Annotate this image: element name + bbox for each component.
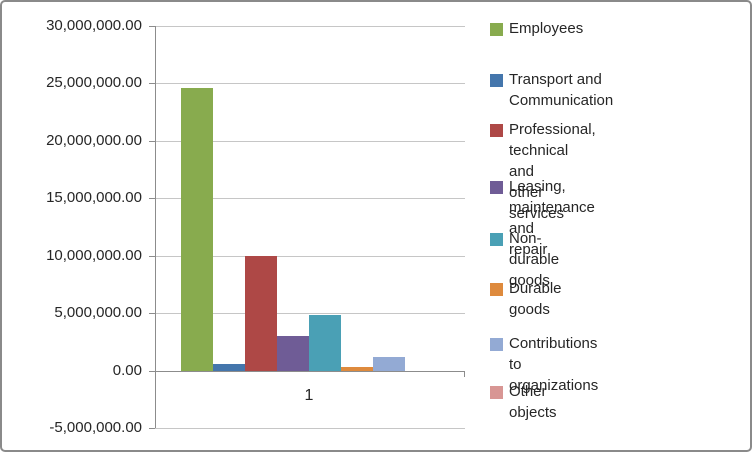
legend-item-durable-goods[interactable]: Durable goods xyxy=(490,278,562,320)
legend-label: Leasing, maintenance and repair xyxy=(509,178,595,258)
bar-professional-technical-and-other-services[interactable] xyxy=(245,255,277,371)
legend-label: Other objects xyxy=(509,383,557,421)
y-axis-tick-label: 20,000,000.00 xyxy=(46,131,142,149)
legend-item-employees[interactable]: Employees xyxy=(490,18,583,39)
legend-swatch-contributions-to-organizations xyxy=(490,338,503,351)
legend-item-contributions-to-organizations[interactable]: Contributions to organizations xyxy=(490,333,598,396)
category-axis-label: 1 xyxy=(304,387,314,404)
legend-item-transport-and-communication[interactable]: Transport and Communication xyxy=(490,69,613,111)
y-axis-tick xyxy=(149,26,155,27)
gridline-20000000 xyxy=(155,140,465,142)
y-axis-tick-label: -5,000,000.00 xyxy=(49,419,142,436)
legend-item-leasing-maintenance-and-repair[interactable]: Leasing, maintenance and repair xyxy=(490,176,595,260)
x-axis-line xyxy=(155,370,465,372)
gridline-10000000 xyxy=(155,255,465,257)
x-axis-tick xyxy=(155,370,156,377)
y-axis-tick xyxy=(149,83,155,85)
gridline-25000000 xyxy=(155,83,465,85)
y-axis-tick-label: 30,000,000.00 xyxy=(46,17,142,34)
y-axis-tick-label: 0.00 xyxy=(112,361,142,379)
y-axis-tick-label: 10,000,000.00 xyxy=(46,246,142,264)
legend-item-non-durable-goods[interactable]: Non-durable goods xyxy=(490,228,559,291)
y-axis-tick xyxy=(149,255,155,257)
legend-label: Employees xyxy=(509,20,584,37)
legend-swatch-employees xyxy=(490,23,503,36)
legend-swatch-non-durable-goods xyxy=(490,233,503,246)
y-axis-tick xyxy=(149,140,155,142)
y-axis-tick xyxy=(149,370,155,372)
legend-swatch-professional-technical-and-other-services xyxy=(490,124,503,137)
bar-durable-goods[interactable] xyxy=(341,367,373,371)
legend-item-other-objects[interactable]: Other objects xyxy=(490,381,557,423)
gridline-30000000 xyxy=(155,26,465,27)
gridline-5000000 xyxy=(155,313,465,315)
bar-leasing-maintenance-and-repair[interactable] xyxy=(277,336,309,371)
y-axis-tick xyxy=(149,313,155,315)
legend-label: Durable goods xyxy=(509,280,562,318)
bar-transport-and-communication[interactable] xyxy=(213,363,245,371)
gridline-15000000 xyxy=(155,198,465,200)
y-axis-line xyxy=(155,26,156,428)
legend-swatch-leasing-maintenance-and-repair xyxy=(490,181,503,194)
legend-swatch-durable-goods xyxy=(490,283,503,296)
y-axis-tick-label: 25,000,000.00 xyxy=(46,74,142,92)
legend-label: Contributions to organizations xyxy=(509,335,599,394)
y-axis-tick-label: 15,000,000.00 xyxy=(46,189,142,207)
gridline--5000000 xyxy=(155,428,465,429)
bar-contributions-to-organizations[interactable] xyxy=(373,356,405,371)
legend-label: Professional, technical and other servic… xyxy=(509,121,596,222)
bar-non-durable-goods[interactable] xyxy=(309,315,341,371)
legend-swatch-other-objects xyxy=(490,386,503,399)
legend-swatch-transport-and-communication xyxy=(490,74,503,87)
y-axis-tick xyxy=(149,198,155,200)
x-axis-tick xyxy=(464,370,465,377)
legend-label: Non-durable goods xyxy=(509,230,560,289)
bar-employees[interactable] xyxy=(181,88,213,371)
legend-item-professional-technical-and-other-services[interactable]: Professional, technical and other servic… xyxy=(490,119,596,224)
legend-label: Transport and Communication xyxy=(509,71,614,109)
y-axis-tick-label: 5,000,000.00 xyxy=(54,304,142,322)
y-axis-tick xyxy=(149,428,155,429)
